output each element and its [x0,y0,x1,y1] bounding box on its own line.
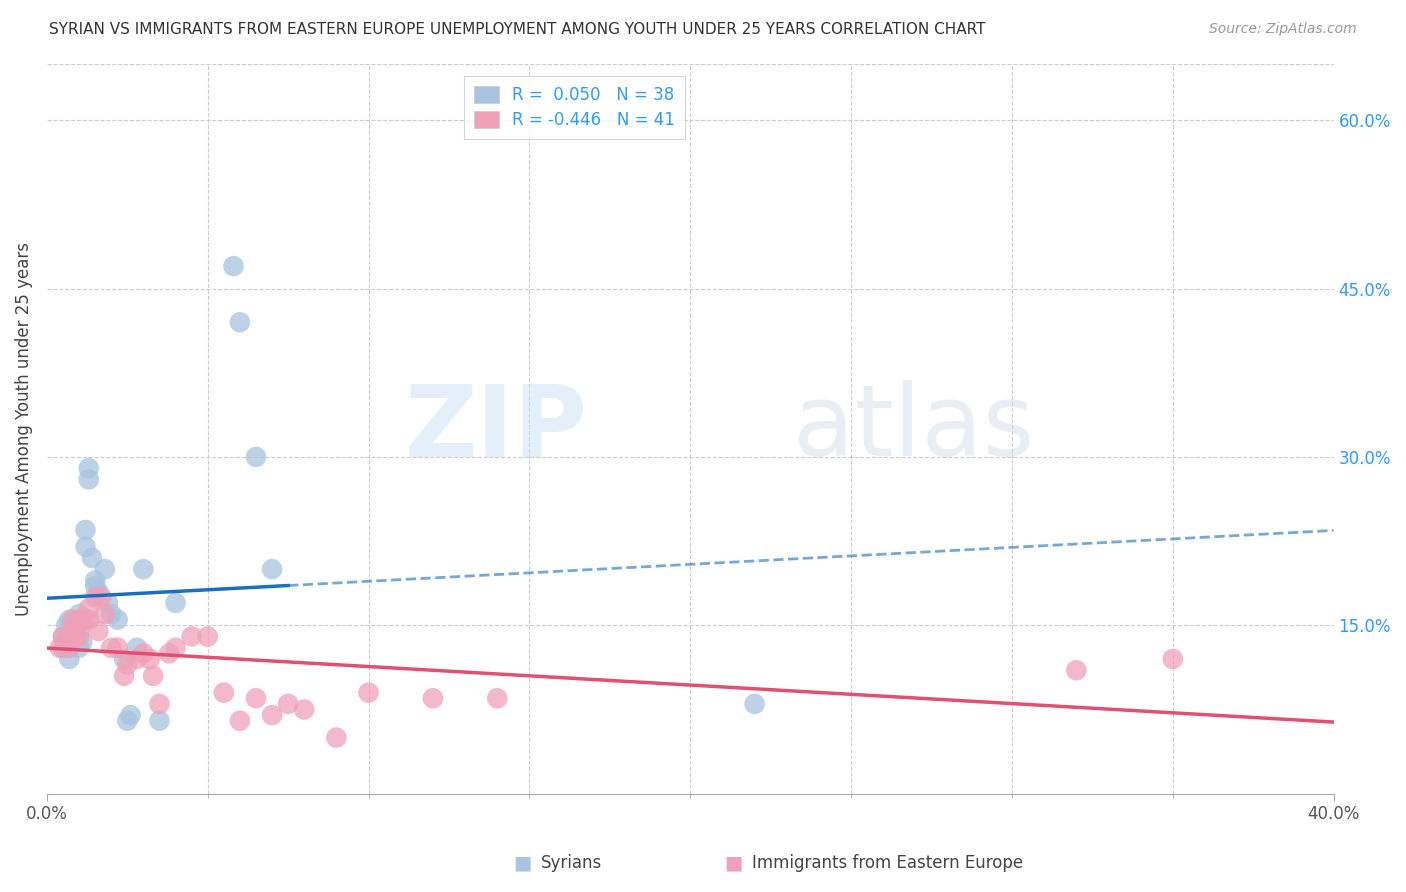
Point [65,630,87,644]
Text: ZIP: ZIP [405,380,588,477]
Point [422,691,444,706]
Point [52,630,75,644]
Point [148,714,170,728]
Point [65,630,87,644]
Text: Syrians: Syrians [541,855,603,872]
Point [132,646,155,660]
Point [212,686,235,700]
Point [65,624,87,638]
Point [125,640,148,655]
Point [245,691,267,706]
Point [90,591,112,605]
Point [180,630,202,644]
Text: Source: ZipAtlas.com: Source: ZipAtlas.com [1209,22,1357,37]
Y-axis label: Unemployment Among Youth under 25 years: Unemployment Among Youth under 25 years [15,242,32,615]
Point [132,562,155,576]
Point [72,613,94,627]
Point [107,640,129,655]
Point [142,669,165,683]
Point [84,574,107,588]
Point [94,607,117,621]
Point [80,551,103,566]
Point [75,613,97,627]
Point [52,630,75,644]
Point [357,686,380,700]
Point [67,613,90,627]
Point [229,315,252,329]
Point [97,596,120,610]
Point [55,618,77,632]
Point [117,714,139,728]
Text: Immigrants from Eastern Europe: Immigrants from Eastern Europe [752,855,1024,872]
Point [75,523,97,537]
Point [125,652,148,666]
Point [262,708,284,723]
Point [52,640,75,655]
Point [58,640,80,655]
Point [229,714,252,728]
Point [94,562,117,576]
Point [277,697,299,711]
Point [84,591,107,605]
Point [49,640,72,655]
Text: ■: ■ [513,854,531,872]
Point [165,596,187,610]
Point [100,607,122,621]
Point [62,613,84,627]
Point [325,731,347,745]
Point [87,584,110,599]
Legend: R =  0.050   N = 38, R = -0.446   N = 41: R = 0.050 N = 38, R = -0.446 N = 41 [464,76,685,139]
Point [67,607,90,621]
Point [112,669,135,683]
Point [165,640,187,655]
Point [292,702,315,716]
Point [58,652,80,666]
Point [67,640,90,655]
Point [55,635,77,649]
Point [120,708,142,723]
Point [157,646,180,660]
Point [67,630,90,644]
Point [197,630,219,644]
Point [245,450,267,464]
Point [77,613,100,627]
Point [100,640,122,655]
Point [148,697,170,711]
Point [262,562,284,576]
Point [112,652,135,666]
Point [107,613,129,627]
Point [67,624,90,638]
Point [87,624,110,638]
Point [62,624,84,638]
Text: atlas: atlas [793,380,1035,477]
Point [1161,652,1184,666]
Point [486,691,509,706]
Point [77,461,100,475]
Point [77,601,100,615]
Point [75,540,97,554]
Point [744,697,766,711]
Point [1064,663,1087,677]
Point [84,579,107,593]
Text: ■: ■ [724,854,742,872]
Point [62,613,84,627]
Point [139,652,162,666]
Point [117,657,139,672]
Text: SYRIAN VS IMMIGRANTS FROM EASTERN EUROPE UNEMPLOYMENT AMONG YOUTH UNDER 25 YEARS: SYRIAN VS IMMIGRANTS FROM EASTERN EUROPE… [49,22,986,37]
Point [58,613,80,627]
Point [72,635,94,649]
Point [77,472,100,486]
Point [62,630,84,644]
Point [222,259,245,273]
